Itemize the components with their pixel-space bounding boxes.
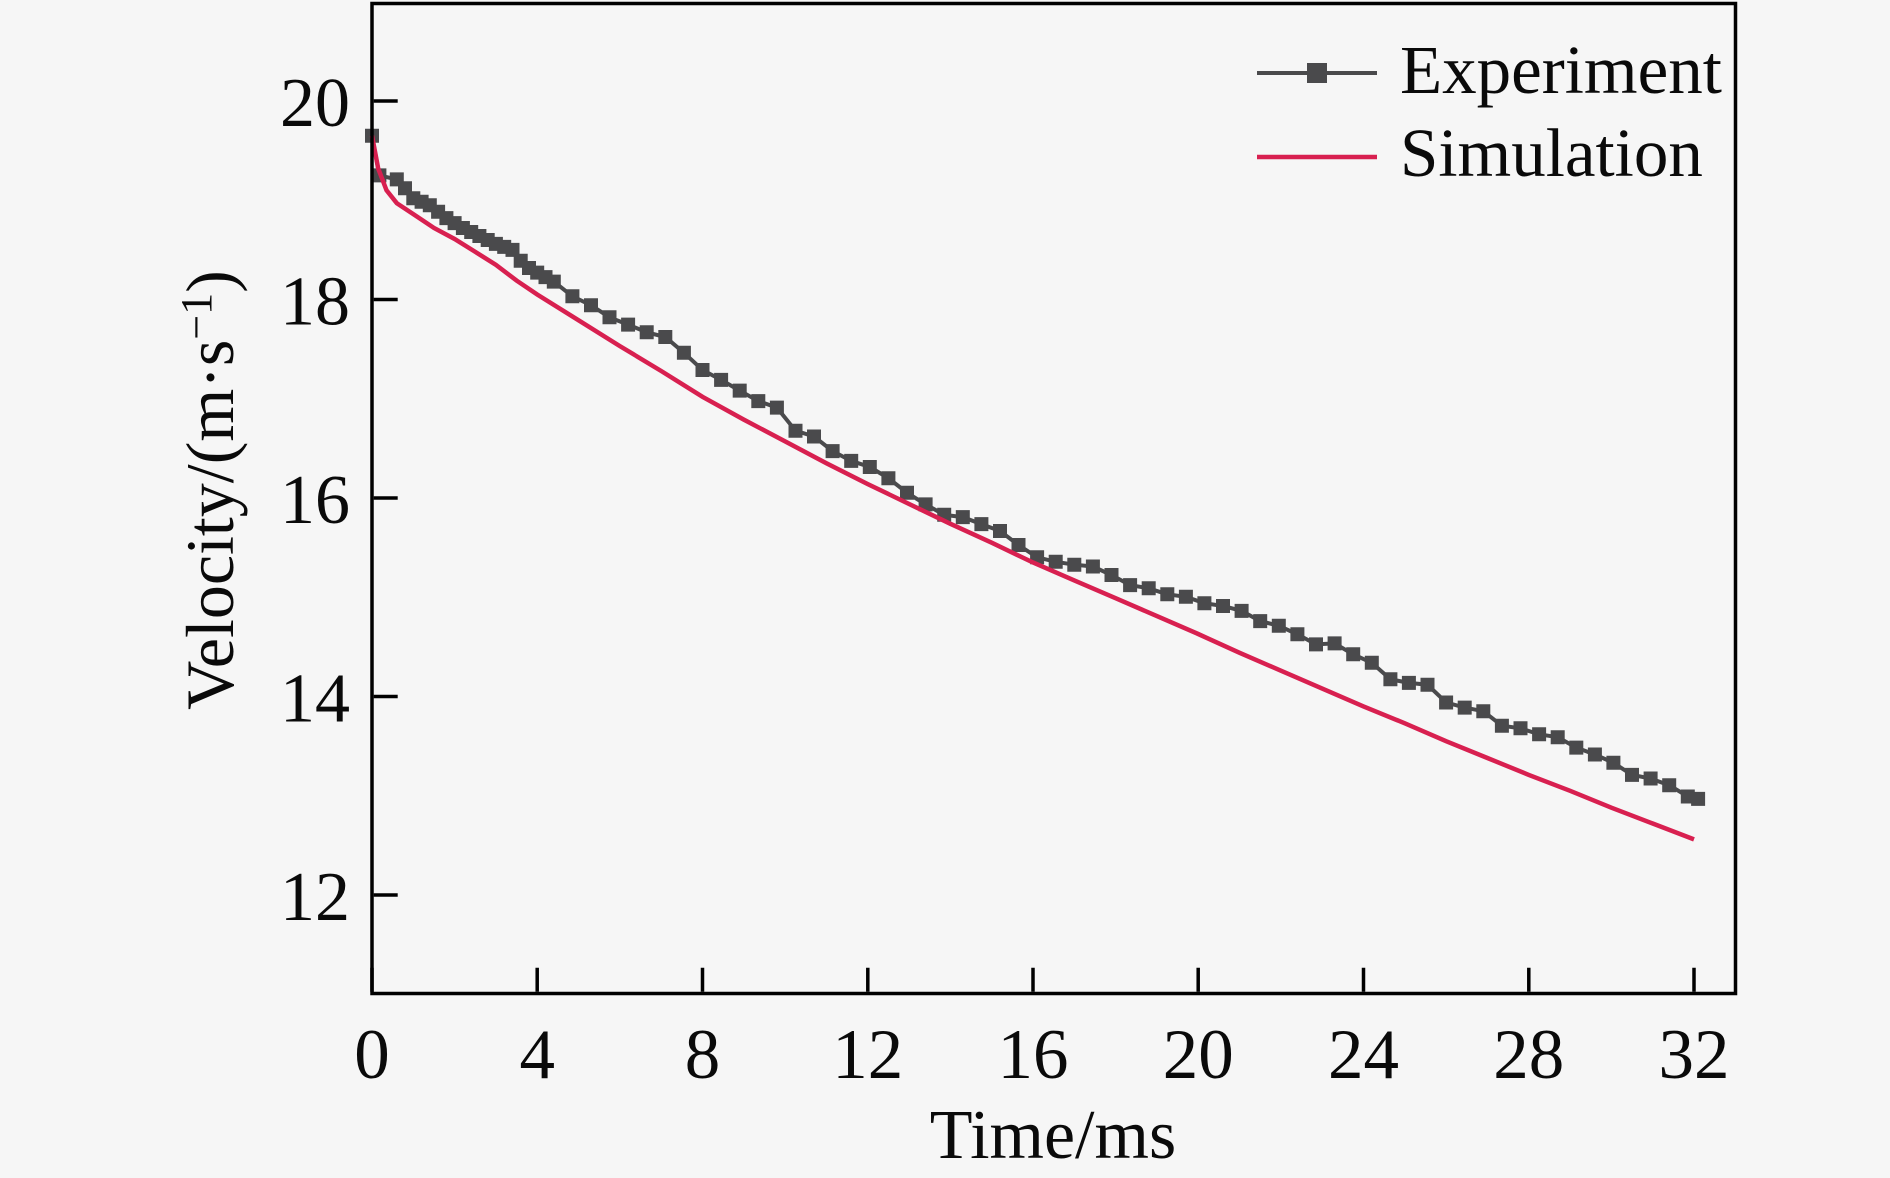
svg-text:12: 12 — [832, 1016, 903, 1094]
svg-text:28: 28 — [1493, 1016, 1564, 1094]
svg-text:24: 24 — [1328, 1016, 1399, 1094]
svg-text:Experiment: Experiment — [1400, 32, 1722, 108]
svg-text:20: 20 — [280, 65, 350, 142]
svg-text:Time/ms: Time/ms — [930, 1097, 1176, 1174]
svg-text:8: 8 — [685, 1016, 721, 1094]
svg-text:Velocity/(m·s−1): Velocity/(m·s−1) — [172, 270, 248, 710]
svg-text:14: 14 — [280, 661, 350, 738]
svg-text:16: 16 — [280, 462, 350, 539]
svg-text:4: 4 — [519, 1016, 555, 1094]
svg-text:16: 16 — [998, 1016, 1069, 1094]
svg-text:0: 0 — [354, 1016, 390, 1094]
svg-text:18: 18 — [280, 264, 350, 341]
svg-text:20: 20 — [1163, 1016, 1234, 1094]
svg-text:Simulation: Simulation — [1400, 115, 1703, 191]
svg-text:12: 12 — [280, 859, 350, 936]
svg-text:32: 32 — [1659, 1016, 1730, 1094]
